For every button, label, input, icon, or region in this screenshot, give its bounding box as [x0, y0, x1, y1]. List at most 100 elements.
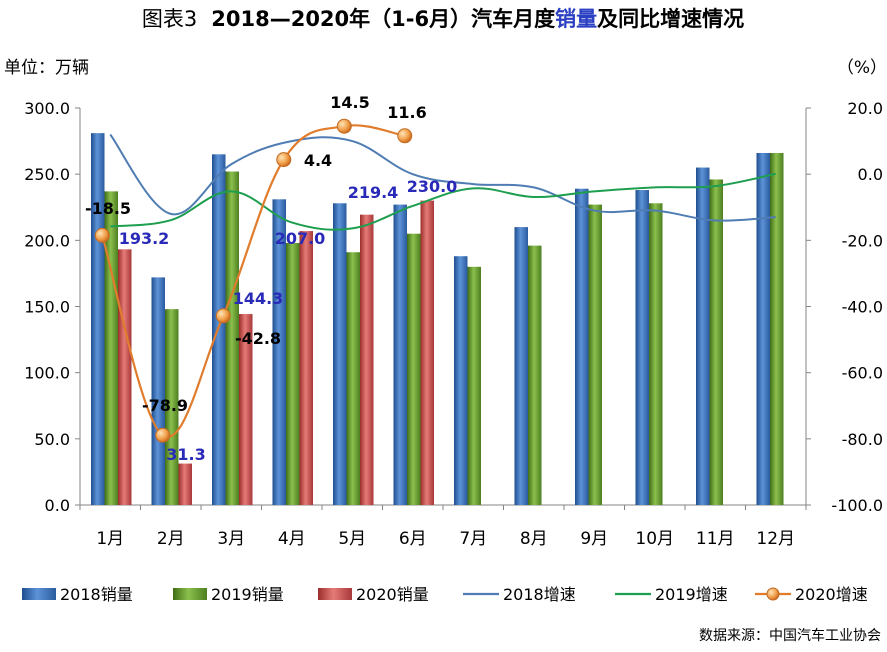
bar-label-2020-4月: 207.0	[275, 229, 326, 248]
bar-label-2020-6月: 230.0	[407, 177, 458, 196]
bar-2019销量-5月	[346, 252, 360, 505]
marker-2020增速-4月	[276, 152, 292, 168]
bar-2018销量-4月	[272, 199, 286, 505]
bar-2018销量-5月	[333, 203, 347, 505]
bar-label-2020-2月: 31.3	[166, 445, 205, 464]
bar-2018销量-2月	[151, 277, 165, 505]
legend-label-2019销量: 2019销量	[211, 585, 284, 604]
bar-2019销量-4月	[286, 242, 300, 506]
marker-2020增速-5月	[336, 118, 352, 134]
right-tick-label: -60.0	[842, 364, 883, 383]
bar-2019销量-12月	[770, 152, 784, 505]
left-tick-label: 300.0	[24, 99, 70, 118]
marker-2020增速-2月	[155, 427, 171, 443]
chart-title: 图表3 2018—2020年（1-6月）汽车月度销量及同比增速情况	[142, 7, 744, 31]
x-tick-label: 6月	[399, 529, 427, 549]
right-tick-label: 20.0	[847, 99, 883, 118]
title-suffix: 及同比增速情况	[597, 7, 744, 31]
x-tick-label: 8月	[520, 529, 548, 549]
line-label-2020-5月: 14.5	[330, 93, 369, 112]
bar-2020销量-5月	[360, 214, 374, 506]
legend-swatch-2020销量	[318, 588, 352, 600]
left-axis-unit: 单位：万辆	[4, 58, 89, 78]
source-note: 数据来源：中国汽车工业协会	[699, 627, 881, 644]
bar-2020销量-6月	[420, 200, 434, 505]
line-label-2020-3月: -42.8	[235, 329, 281, 348]
x-tick-label: 10月	[635, 529, 674, 549]
line-label-2020-2月: -78.9	[142, 396, 188, 415]
legend-label-2020销量: 2020销量	[356, 585, 429, 604]
x-tick-label: 5月	[338, 529, 366, 549]
line-label-2020-1月: -18.5	[85, 199, 131, 218]
axes: 0.0 50.0 100.0 150.0 200.0 250.0 300.0 -100.0 -8…	[24, 99, 883, 549]
right-tick-label: -20.0	[842, 231, 883, 250]
bar-2018销量-10月	[635, 190, 649, 505]
bar-label-2020-1月: 193.2	[119, 229, 170, 248]
data-labels: 193.2 31.3 144.3 207.0 219.4 230.0 -18.5 -78.9 -…	[85, 93, 457, 464]
bar-2019销量-2月	[165, 309, 179, 505]
line-label-2020-4月: 4.4	[304, 151, 332, 170]
x-tick-label: 11月	[696, 529, 735, 549]
bars	[91, 133, 784, 506]
bar-2018销量-6月	[393, 204, 407, 505]
bar-2020销量-3月	[239, 314, 253, 505]
legend-label-2018增速: 2018增速	[503, 585, 576, 604]
left-tick-label: 150.0	[24, 298, 70, 317]
legend-label-2019增速: 2019增速	[655, 585, 728, 604]
marker-2020增速-1月	[94, 227, 110, 243]
title-prefix: 图表3	[142, 7, 197, 31]
x-tick-label: 12月	[756, 529, 795, 549]
bar-2019销量-10月	[649, 203, 663, 505]
right-tick-label: 0.0	[858, 165, 883, 184]
marker-2020增速-6月	[397, 128, 413, 144]
left-tick-label: 0.0	[45, 496, 70, 515]
bar-2020销量-2月	[178, 463, 192, 505]
lines	[94, 118, 776, 443]
bar-2019销量-3月	[225, 171, 239, 505]
bar-2018销量-11月	[696, 167, 710, 506]
right-tick-label: -100.0	[831, 496, 883, 515]
bar-2018销量-1月	[91, 133, 105, 506]
bar-label-2020-5月: 219.4	[348, 183, 399, 202]
line-2019增速	[110, 172, 776, 231]
right-axis-unit: （%）	[837, 58, 887, 78]
bar-2018销量-9月	[575, 188, 589, 505]
bar-2019销量-8月	[528, 245, 542, 506]
legend-label-2020增速: 2020增速	[795, 585, 868, 604]
marker-2020增速-3月	[215, 308, 231, 324]
left-tick-label: 50.0	[34, 430, 70, 449]
left-tick-label: 250.0	[24, 165, 70, 184]
bar-2019销量-1月	[104, 191, 118, 505]
legend-label-2018销量: 2018销量	[60, 585, 133, 604]
x-tick-label: 3月	[217, 529, 245, 549]
bar-2019销量-7月	[467, 266, 481, 505]
x-tick-label: 1月	[96, 529, 124, 549]
bar-2020销量-1月	[118, 249, 132, 505]
x-tick-label: 7月	[459, 529, 487, 549]
left-tick-label: 200.0	[24, 231, 70, 250]
bar-2018销量-7月	[454, 256, 468, 505]
x-tick-label: 2月	[157, 529, 185, 549]
line-label-2020-6月: 11.6	[387, 103, 426, 122]
line-2018增速	[109, 133, 776, 222]
x-tick-label: 9月	[580, 529, 608, 549]
bar-2020销量-4月	[299, 231, 313, 505]
right-tick-label: -40.0	[842, 298, 883, 317]
title-highlight: 销量	[555, 7, 597, 31]
bar-2019销量-6月	[407, 233, 421, 505]
bar-2019销量-9月	[588, 204, 602, 505]
legend-swatch-2018销量	[22, 588, 56, 600]
bar-2018销量-8月	[514, 227, 528, 505]
legend: 2018销量 2019销量 2020销量 2018增速 2019增速 2020增速	[22, 585, 868, 604]
left-tick-label: 100.0	[24, 364, 70, 383]
legend-swatch-2019销量	[173, 588, 207, 600]
title-main: 2018—2020年（1-6月）汽车月度	[211, 7, 555, 31]
bar-label-2020-3月: 144.3	[233, 289, 284, 308]
legend-marker-2020增速	[766, 587, 780, 601]
right-tick-label: -80.0	[842, 430, 883, 449]
x-tick-label: 4月	[278, 529, 306, 549]
bar-2018销量-12月	[756, 152, 770, 505]
bar-2019销量-11月	[709, 179, 723, 505]
